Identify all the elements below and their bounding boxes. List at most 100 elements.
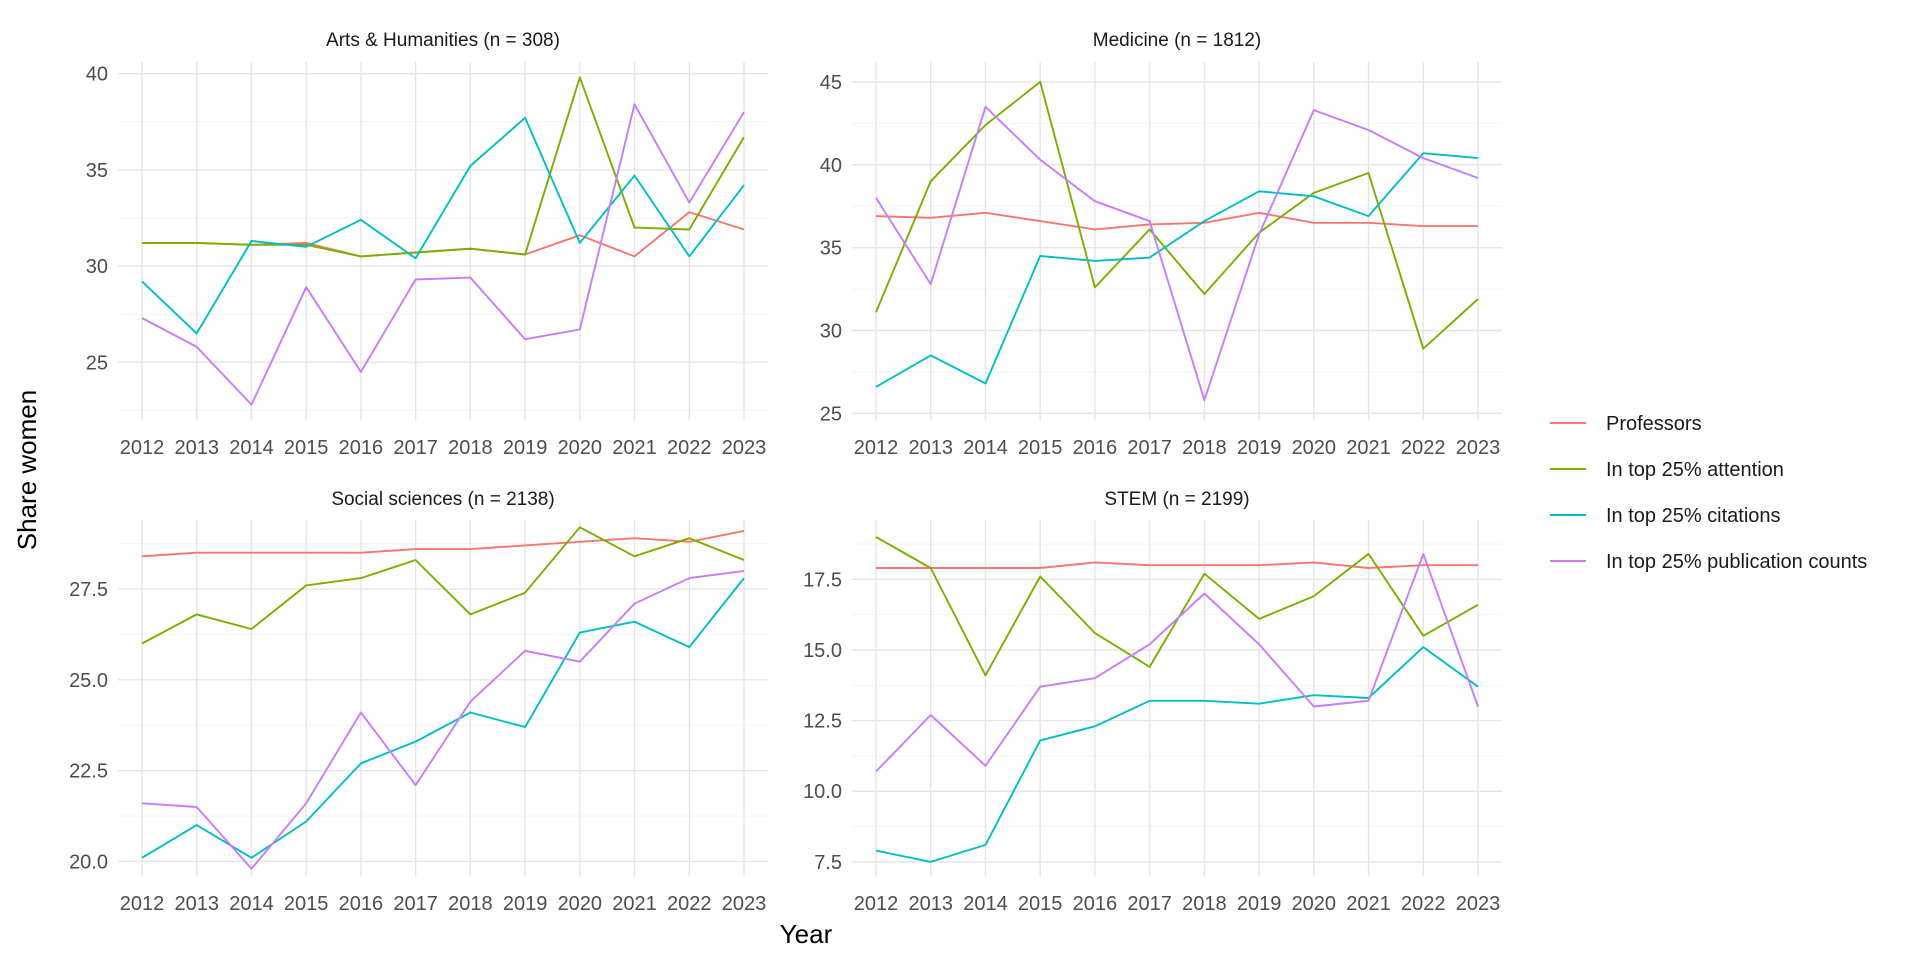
legend-label: In top 25% citations [1606, 505, 1781, 527]
x-tick-label: 2021 [1346, 437, 1391, 459]
y-tick-label: 7.5 [814, 852, 842, 874]
series-line [141, 116, 745, 335]
series-line [875, 152, 1479, 388]
x-tick-label: 2012 [120, 893, 165, 915]
x-tick-label: 2021 [612, 893, 657, 915]
y-tick-label: 35 [820, 238, 842, 260]
series-line [141, 103, 745, 406]
y-tick-label: 30 [820, 321, 842, 343]
x-tick-label: 2013 [908, 437, 953, 459]
x-tick-label: 2015 [1018, 437, 1063, 459]
panel-stem: 7.5 10.0 12.5 15.0 17.5 2012 2013 2014 2015 2016 2… [803, 489, 1502, 915]
y-tick-label: 35 [86, 160, 108, 182]
x-tick-label: 2014 [229, 437, 274, 459]
x-tick-label: 2022 [1401, 893, 1446, 915]
panel-title: Arts & Humanities (n = 308) [326, 30, 560, 51]
y-tick-label: 25 [86, 352, 108, 374]
x-tick-label: 2020 [1292, 437, 1337, 459]
x-axis-title: Year [780, 919, 833, 949]
x-tick-label: 2012 [854, 893, 899, 915]
y-tick-label: 45 [820, 72, 842, 94]
panel-medicine: 25 30 35 40 45 2012 2013 2014 2015 2016 2017 2018 20… [820, 30, 1502, 459]
y-tick-label: 40 [820, 155, 842, 177]
series-line [875, 105, 1479, 402]
x-tick-label: 2012 [120, 437, 165, 459]
x-tick-label: 2021 [612, 437, 657, 459]
x-tick-label: 2021 [1346, 893, 1391, 915]
y-tick-label: 27.5 [69, 579, 108, 601]
y-tick-label: 40 [86, 64, 108, 86]
x-tick-label: 2015 [284, 437, 329, 459]
x-tick-label: 2015 [1018, 893, 1063, 915]
x-tick-label: 2016 [1073, 893, 1118, 915]
series-line [141, 526, 745, 645]
legend-item-attention: In top 25% attention [1550, 459, 1784, 481]
x-tick-label: 2018 [448, 437, 493, 459]
x-tick-label: 2013 [174, 893, 219, 915]
series-line [875, 552, 1479, 773]
series-line [875, 536, 1479, 677]
x-tick-label: 2016 [339, 893, 384, 915]
series-line [141, 569, 745, 870]
x-tick-label: 2022 [1401, 437, 1446, 459]
panel-title: Social sciences (n = 2138) [331, 489, 554, 510]
y-tick-label: 15.0 [803, 640, 842, 662]
x-tick-label: 2017 [393, 893, 438, 915]
x-tick-label: 2023 [722, 893, 767, 915]
x-tick-label: 2014 [963, 893, 1008, 915]
series-line [875, 211, 1478, 231]
y-tick-label: 17.5 [803, 569, 842, 591]
y-tick-label: 20.0 [69, 851, 108, 873]
x-tick-label: 2014 [963, 437, 1008, 459]
x-tick-label: 2015 [284, 893, 329, 915]
legend: Professors In top 25% attention In top 2… [1550, 413, 1867, 573]
x-tick-label: 2020 [558, 437, 603, 459]
x-tick-label: 2020 [1292, 893, 1337, 915]
y-tick-label: 22.5 [69, 761, 108, 783]
x-tick-label: 2019 [1237, 893, 1282, 915]
x-tick-label: 2013 [174, 437, 219, 459]
legend-item-citations: In top 25% citations [1550, 505, 1781, 527]
x-tick-label: 2014 [229, 893, 274, 915]
x-tick-label: 2018 [448, 893, 493, 915]
x-tick-label: 2013 [908, 893, 953, 915]
legend-item-publication-counts: In top 25% publication counts [1550, 551, 1867, 573]
x-tick-label: 2017 [393, 437, 438, 459]
x-tick-label: 2016 [1073, 437, 1118, 459]
y-tick-label: 12.5 [803, 711, 842, 733]
x-tick-label: 2020 [558, 893, 603, 915]
x-tick-label: 2017 [1127, 437, 1172, 459]
y-tick-label: 30 [86, 256, 108, 278]
y-tick-label: 25 [820, 403, 842, 425]
y-tick-label: 25.0 [69, 670, 108, 692]
y-tick-label: 10.0 [803, 781, 842, 803]
chart-panels: 25 30 35 40 2012 2013 2014 2015 2016 2017 2018 2019… [69, 30, 1502, 915]
legend-item-professors: Professors [1550, 413, 1702, 435]
x-tick-label: 2016 [339, 437, 384, 459]
series-line [141, 529, 745, 558]
series-line [142, 76, 745, 258]
x-tick-label: 2023 [1456, 893, 1501, 915]
series-line [141, 577, 745, 859]
legend-label: In top 25% attention [1606, 459, 1784, 481]
x-tick-label: 2019 [503, 893, 548, 915]
legend-label: In top 25% publication counts [1606, 551, 1867, 573]
x-tick-label: 2023 [1456, 437, 1501, 459]
series-line [876, 561, 1478, 569]
panel-social-sciences: 20.0 22.5 25.0 27.5 2012 2013 2014 2015 2016 2017… [69, 489, 768, 915]
x-tick-label: 2019 [1237, 437, 1282, 459]
legend-label: Professors [1606, 413, 1702, 435]
x-tick-label: 2012 [854, 437, 899, 459]
x-tick-label: 2022 [667, 893, 712, 915]
x-tick-label: 2017 [1127, 893, 1172, 915]
panel-arts-humanities: 25 30 35 40 2012 2013 2014 2015 2016 2017 2018 2019… [86, 30, 768, 459]
y-axis-title: Share women [12, 390, 42, 550]
series-line [875, 646, 1479, 863]
x-tick-label: 2019 [503, 437, 548, 459]
panel-title: STEM (n = 2199) [1104, 489, 1249, 510]
x-tick-label: 2018 [1182, 437, 1227, 459]
x-tick-label: 2022 [667, 437, 712, 459]
panel-title: Medicine (n = 1812) [1093, 30, 1261, 51]
x-tick-label: 2023 [722, 437, 767, 459]
